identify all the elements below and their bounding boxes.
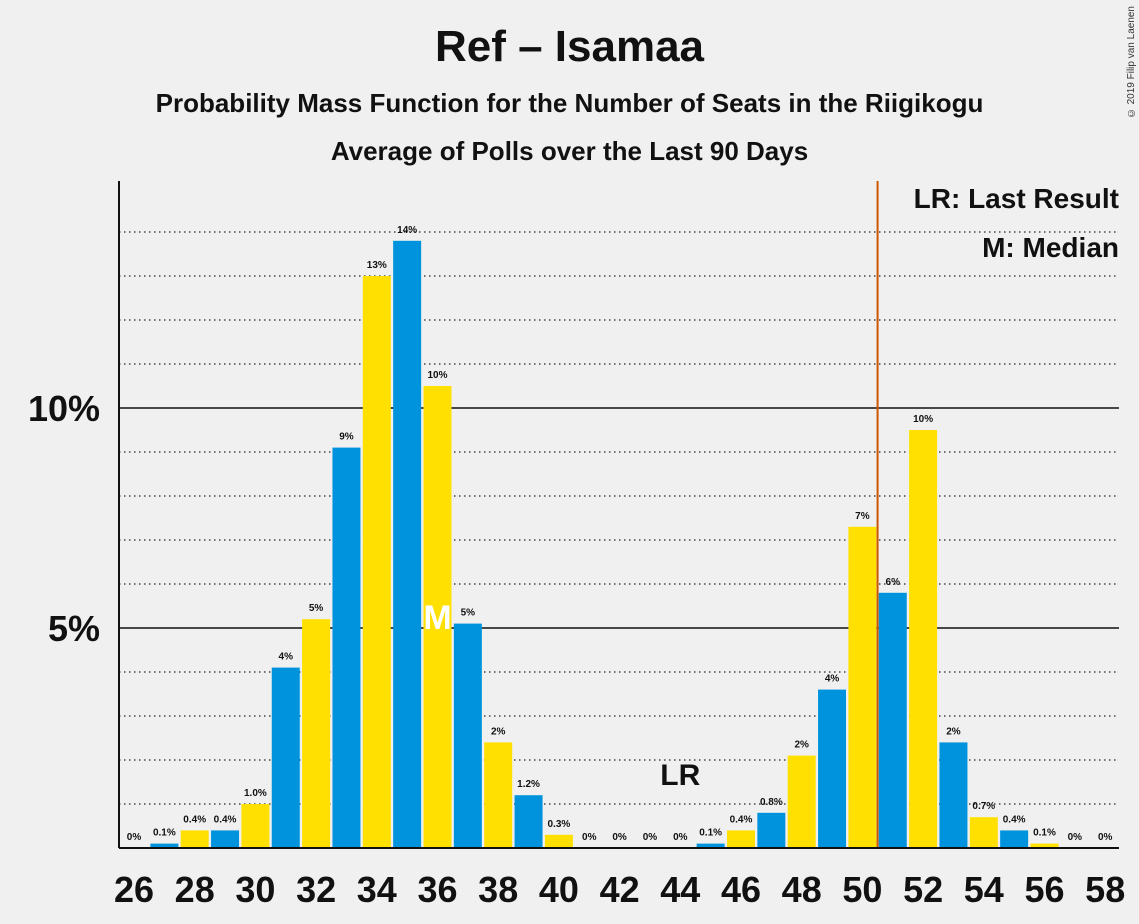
x-tick-label: 36 [417, 869, 457, 910]
bar-seats-51 [878, 592, 907, 848]
data-label-seats-33: 9% [339, 432, 354, 443]
chart-subtitle-2: Average of Polls over the Last 90 Days [330, 136, 809, 166]
data-label-seats-57: 0% [1068, 832, 1083, 843]
x-tick-label: 26 [114, 869, 154, 910]
data-label-seats-43: 0% [643, 832, 658, 843]
x-tick-label: 58 [1085, 869, 1125, 910]
bar-seats-40 [544, 834, 573, 848]
y-tick-label: 5% [48, 608, 100, 649]
data-label-seats-55: 0.4% [1003, 814, 1026, 825]
data-label-seats-48: 2% [794, 740, 809, 751]
bar-seats-38 [484, 742, 513, 848]
x-tick-label: 34 [357, 869, 397, 910]
data-label-seats-58: 0% [1098, 832, 1113, 843]
data-label-seats-50: 7% [855, 511, 870, 522]
x-tick-label: 40 [539, 869, 579, 910]
x-tick-label: 54 [964, 869, 1004, 910]
y-tick-label: 10% [28, 388, 100, 429]
data-label-seats-45: 0.1% [699, 828, 722, 839]
bar-seats-37 [453, 623, 482, 848]
data-label-seats-38: 2% [491, 726, 506, 737]
chart-title: Ref – Isamaa [434, 22, 705, 71]
bar-seats-35 [393, 240, 422, 849]
bar-seats-52 [909, 430, 938, 848]
x-tick-label: 28 [175, 869, 215, 910]
x-tick-label: 44 [660, 869, 700, 910]
bar-seats-27 [150, 843, 179, 848]
data-label-seats-31: 4% [279, 652, 294, 663]
bar-seats-55 [1000, 830, 1029, 848]
data-label-seats-40: 0.3% [548, 819, 571, 830]
x-tick-label: 56 [1024, 869, 1064, 910]
legend-last-result: LR: Last Result [913, 183, 1119, 214]
bar-seats-32 [302, 619, 331, 848]
data-label-seats-39: 1.2% [517, 779, 540, 790]
data-label-seats-41: 0% [582, 832, 597, 843]
data-label-seats-46: 0.4% [730, 814, 753, 825]
bar-seats-29 [211, 830, 240, 848]
data-label-seats-51: 6% [886, 577, 901, 588]
bar-seats-49 [818, 689, 847, 848]
data-label-seats-26: 0% [127, 832, 142, 843]
bar-seats-31 [271, 667, 300, 848]
median-marker: M [423, 599, 451, 637]
bar-seats-45 [696, 843, 725, 848]
data-label-seats-28: 0.4% [183, 814, 206, 825]
x-tick-label: 52 [903, 869, 943, 910]
data-label-seats-47: 0.8% [760, 797, 783, 808]
data-label-seats-44: 0% [673, 832, 688, 843]
chart-subtitle: Probability Mass Function for the Number… [155, 88, 984, 118]
x-tick-label: 30 [235, 869, 275, 910]
data-label-seats-53: 2% [946, 726, 961, 737]
x-tick-label: 42 [600, 869, 640, 910]
data-label-seats-34: 13% [367, 260, 387, 271]
legend-median: M: Median [982, 232, 1119, 263]
bar-seats-53 [939, 742, 968, 848]
data-label-seats-36: 10% [427, 370, 447, 381]
x-tick-label: 38 [478, 869, 518, 910]
data-label-seats-42: 0% [612, 832, 627, 843]
bar-seats-48 [787, 755, 816, 848]
bar-seats-46 [727, 830, 755, 848]
x-tick-label: 48 [782, 869, 822, 910]
bar-seats-54 [969, 817, 998, 848]
data-label-seats-49: 4% [825, 674, 840, 685]
bar-seats-36 [423, 386, 452, 848]
x-tick-label: 46 [721, 869, 761, 910]
data-label-seats-30: 1.0% [244, 788, 267, 799]
data-label-seats-27: 0.1% [153, 828, 176, 839]
data-label-seats-54: 0.7% [972, 801, 995, 812]
data-label-seats-35: 14% [397, 225, 417, 236]
last-result-label: LR [660, 759, 700, 792]
bar-seats-30 [241, 804, 270, 848]
bar-seats-33 [332, 447, 361, 848]
data-label-seats-29: 0.4% [214, 814, 237, 825]
data-label-seats-52: 10% [913, 414, 933, 425]
x-tick-label: 50 [842, 869, 882, 910]
data-label-seats-56: 0.1% [1033, 828, 1056, 839]
x-tick-label: 32 [296, 869, 336, 910]
bar-seats-28 [180, 830, 209, 848]
bar-seats-56 [1030, 843, 1059, 848]
bar-seats-34 [362, 276, 391, 848]
bar-seats-39 [514, 795, 543, 848]
bar-seats-47 [757, 812, 786, 848]
data-label-seats-32: 5% [309, 603, 324, 614]
data-label-seats-37: 5% [461, 608, 476, 619]
bar-seats-50 [848, 526, 877, 848]
